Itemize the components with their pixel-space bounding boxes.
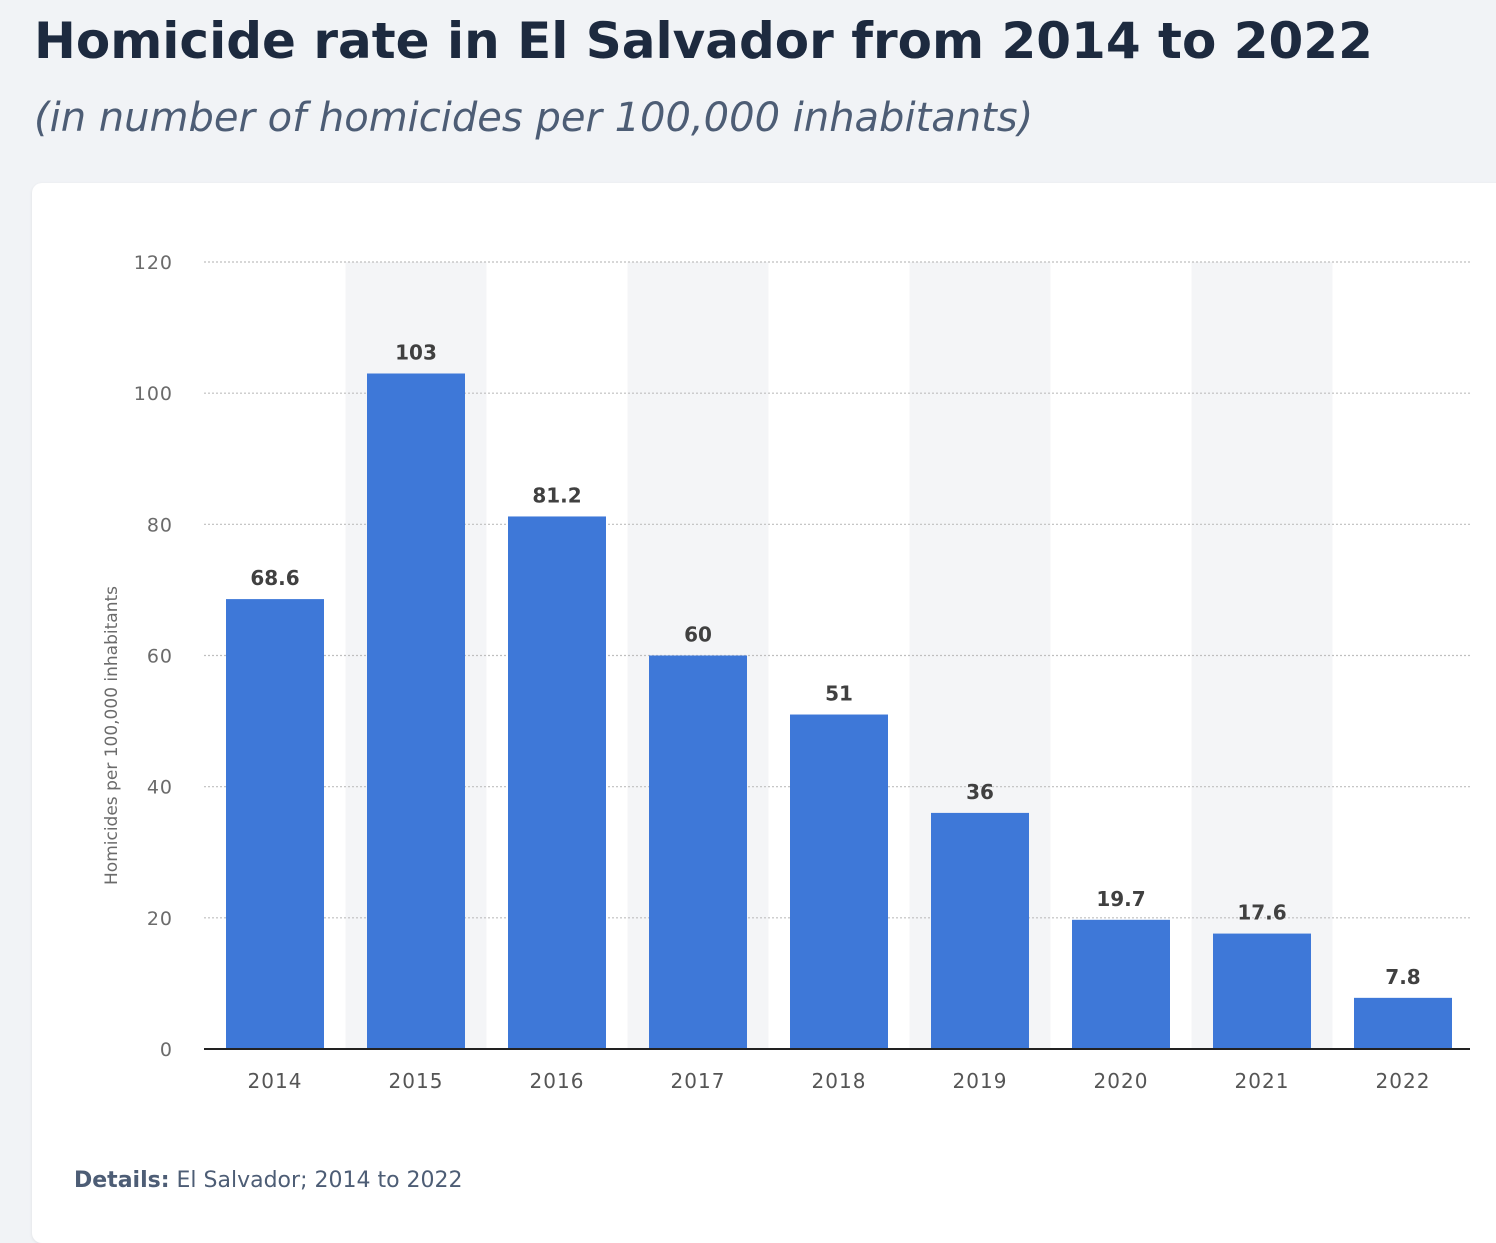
bar-2014 [226,599,324,1049]
value-label-2022: 7.8 [1385,965,1420,989]
details-text: El Salvador; 2014 to 2022 [176,1168,463,1193]
value-label-2020: 19.7 [1096,887,1145,911]
y-tick-label-120: 120 [134,252,173,274]
x-axis-ticks: 2014 2015 2016 2017 2018 2019 2020 2021 2022 [248,1069,1431,1093]
y-tick-label-40: 40 [147,777,173,799]
x-tick-label-2020: 2020 [1094,1069,1149,1093]
value-label-2016: 81.2 [532,483,581,507]
bar-2022 [1354,997,1452,1049]
value-label-2015: 103 [395,340,437,364]
y-tick-label-0: 0 [160,1039,173,1061]
value-labels: 68.6 103 81.2 60 51 36 19.7 17.6 7.8 [250,340,1420,988]
value-label-2018: 51 [825,682,853,706]
bar-2019 [931,812,1029,1049]
y-tick-label-100: 100 [134,383,173,405]
bar-2016 [508,516,606,1049]
value-label-2014: 68.6 [250,566,299,590]
x-tick-label-2015: 2015 [389,1069,444,1093]
value-label-2017: 60 [684,623,712,647]
page-title: Homicide rate in El Salvador from 2014 t… [34,12,1373,70]
details-note: Details: El Salvador; 2014 to 2022 [74,1168,463,1193]
chart-card: 0 20 40 60 80 100 120 68.6 103 81.2 60 51 36 19.7 17.… [32,183,1496,1243]
bar-2015 [367,373,465,1049]
y-axis-ticks: 0 20 40 60 80 100 120 [134,252,173,1061]
y-tick-label-60: 60 [147,646,173,668]
x-tick-label-2018: 2018 [812,1069,867,1093]
page-subtitle: (in number of homicides per 100,000 inha… [34,95,1034,141]
bar-2020 [1072,919,1170,1049]
value-label-2021: 17.6 [1237,901,1286,925]
x-tick-label-2022: 2022 [1376,1069,1431,1093]
y-tick-label-80: 80 [147,514,173,536]
bars [226,373,1452,1049]
details-label: Details: [74,1168,170,1193]
y-axis-label: Homicides per 100,000 inhabitants [102,586,122,885]
x-tick-label-2021: 2021 [1235,1069,1290,1093]
value-label-2019: 36 [966,780,994,804]
x-tick-label-2014: 2014 [248,1069,303,1093]
x-tick-label-2017: 2017 [671,1069,726,1093]
x-tick-label-2019: 2019 [953,1069,1008,1093]
bar-2018 [790,714,888,1049]
bar-2021 [1213,933,1311,1049]
bar-chart: 0 20 40 60 80 100 120 68.6 103 81.2 60 51 36 19.7 17.… [102,252,1470,1093]
bar-2017 [649,655,747,1049]
y-tick-label-20: 20 [147,908,173,930]
x-tick-label-2016: 2016 [530,1069,585,1093]
